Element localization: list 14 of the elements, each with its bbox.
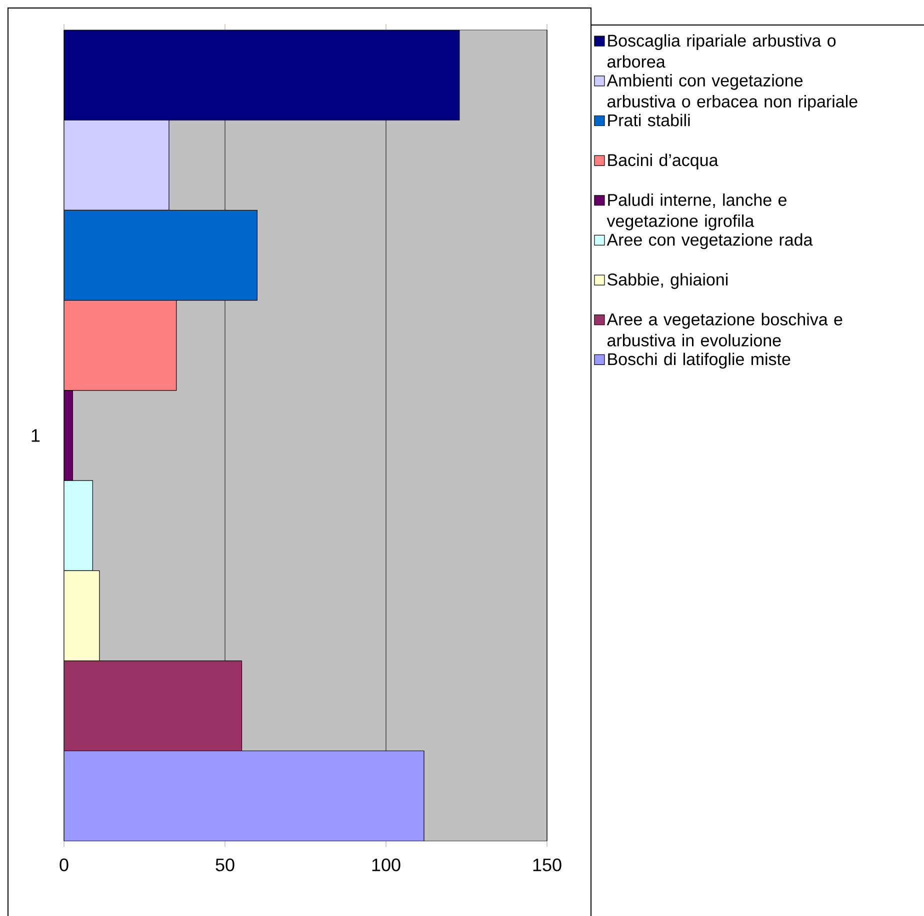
legend-label: Aree con vegetazione rada [606, 233, 813, 250]
legend-label: Aree a vegetazione boschiva e arbustiva in evoluzione [606, 312, 842, 346]
y-tick-label: 1 [32, 429, 40, 442]
x-tick-label: 100 [372, 858, 400, 872]
x-tick-label: 150 [533, 858, 562, 872]
x-tick-label: 50 [216, 858, 234, 872]
legend-label: Prati stabili [608, 114, 690, 126]
legend-label: Ambienti con vegetazione arbustiva o erbacea non ripariale [606, 74, 858, 111]
x-tick-label: 0 [60, 858, 68, 872]
legend-label: Paludi interne, lanche e vegetazione igrofila [606, 193, 786, 230]
legend-label: Bacini d’acqua [608, 154, 718, 170]
legend-label: Boschi di latifoglie miste [608, 352, 790, 369]
legend-label: Sabbie, ghiaioni [608, 273, 728, 289]
legend-label: Boscaglia ripariale arbustiva o arborea [607, 34, 836, 68]
